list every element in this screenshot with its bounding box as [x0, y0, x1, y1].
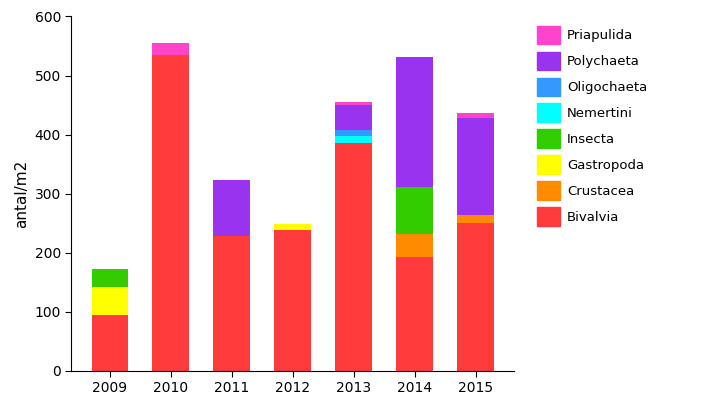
- Bar: [91, 315, 128, 371]
- Legend: Priapulida, Polychaeta, Oligochaeta, Nemertini, Insecta, Gastropoda, Crustacea, : Priapulida, Polychaeta, Oligochaeta, Nem…: [534, 23, 650, 229]
- Bar: [396, 57, 433, 187]
- Bar: [274, 225, 311, 230]
- Bar: [213, 180, 250, 236]
- Bar: [396, 234, 433, 257]
- Bar: [91, 287, 128, 315]
- Bar: [91, 269, 128, 287]
- Bar: [458, 113, 494, 118]
- Bar: [336, 105, 372, 130]
- Bar: [396, 187, 433, 234]
- Bar: [153, 43, 189, 55]
- Bar: [336, 143, 372, 371]
- Bar: [336, 102, 372, 105]
- Bar: [336, 130, 372, 136]
- Bar: [458, 223, 494, 371]
- Bar: [458, 215, 494, 223]
- Bar: [458, 118, 494, 215]
- Bar: [396, 257, 433, 371]
- Bar: [274, 230, 311, 371]
- Bar: [336, 136, 372, 143]
- Bar: [213, 236, 250, 371]
- Y-axis label: antal/m2: antal/m2: [14, 159, 29, 228]
- Bar: [153, 55, 189, 371]
